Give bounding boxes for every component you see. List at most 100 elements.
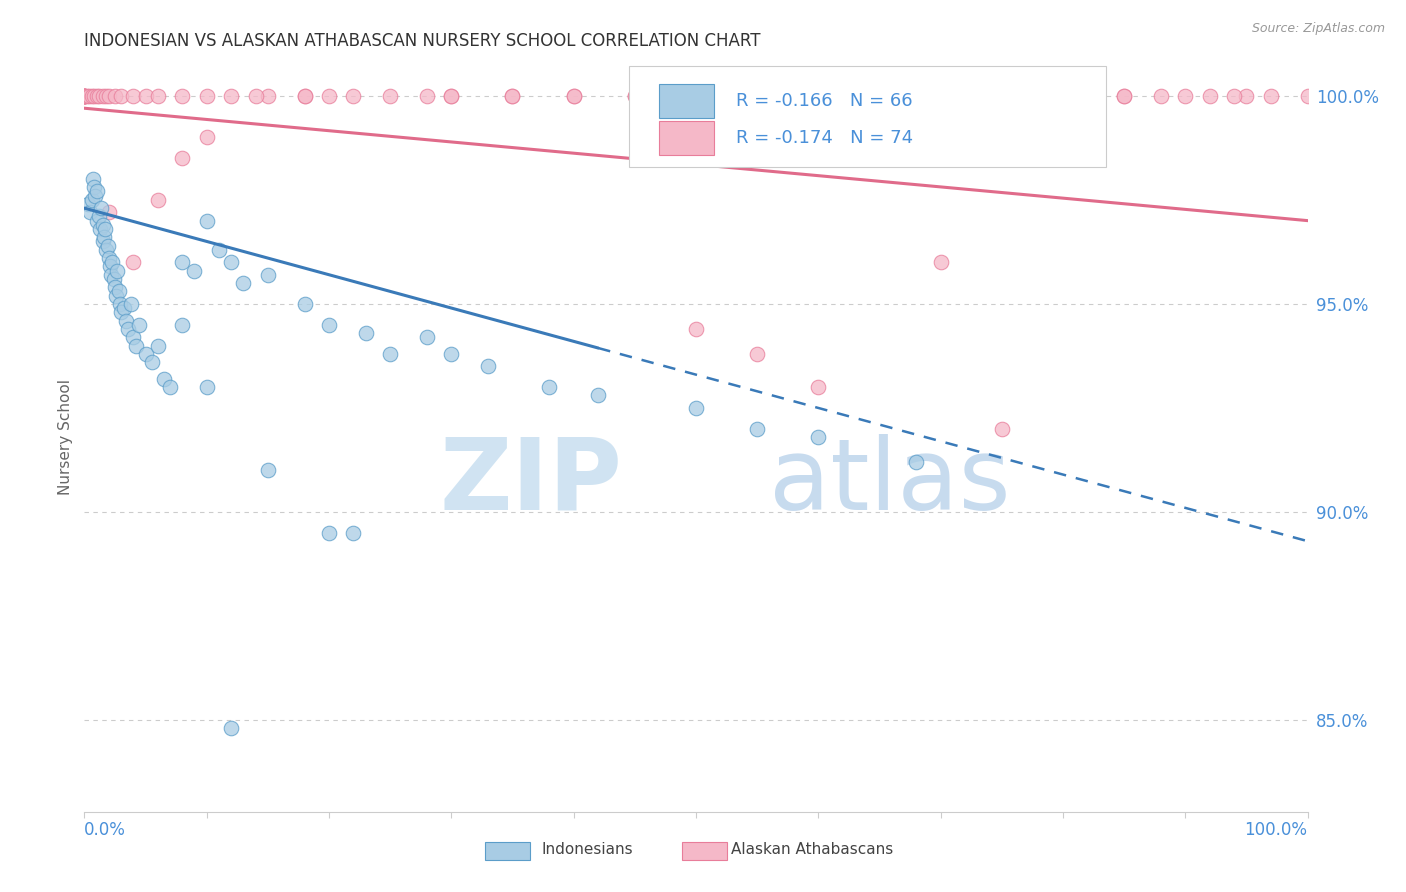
- Point: [73, 88, 96, 103]
- Point: [440, 88, 463, 103]
- Point: [91, 218, 114, 232]
- Point: [586, 388, 609, 402]
- Point: [219, 88, 242, 103]
- Point: [73, 88, 96, 103]
- Text: Indonesians: Indonesians: [541, 842, 633, 856]
- FancyBboxPatch shape: [659, 85, 714, 118]
- Point: [502, 88, 524, 103]
- Point: [440, 88, 463, 103]
- Point: [195, 88, 218, 103]
- Point: [153, 372, 176, 386]
- Point: [219, 255, 242, 269]
- Point: [318, 88, 340, 103]
- Point: [685, 322, 707, 336]
- Point: [1052, 88, 1074, 103]
- Point: [82, 172, 104, 186]
- Point: [97, 238, 120, 252]
- Point: [953, 88, 976, 103]
- Point: [354, 326, 377, 340]
- Point: [929, 88, 952, 103]
- Point: [869, 88, 891, 103]
- Point: [195, 380, 218, 394]
- Point: [73, 88, 96, 103]
- Point: [76, 88, 98, 103]
- Point: [318, 318, 340, 332]
- Point: [195, 213, 218, 227]
- Point: [122, 330, 145, 344]
- Point: [477, 359, 499, 374]
- Point: [807, 88, 830, 103]
- Text: Alaskan Athabascans: Alaskan Athabascans: [731, 842, 893, 856]
- Point: [73, 88, 96, 103]
- Point: [1223, 88, 1246, 103]
- Point: [73, 88, 96, 103]
- Point: [112, 301, 135, 315]
- Point: [208, 243, 231, 257]
- Point: [1260, 88, 1282, 103]
- Point: [1150, 88, 1173, 103]
- Point: [416, 88, 439, 103]
- Point: [747, 88, 769, 103]
- Point: [86, 213, 108, 227]
- Point: [79, 205, 101, 219]
- Point: [1174, 88, 1197, 103]
- Point: [73, 88, 96, 103]
- Point: [84, 188, 107, 202]
- Y-axis label: Nursery School: Nursery School: [58, 379, 73, 495]
- Point: [991, 88, 1014, 103]
- Point: [172, 255, 194, 269]
- Text: atlas: atlas: [769, 434, 1011, 531]
- Point: [97, 205, 120, 219]
- Point: [105, 263, 128, 277]
- Point: [257, 463, 280, 477]
- Point: [747, 88, 769, 103]
- Point: [172, 151, 194, 165]
- Point: [146, 338, 169, 352]
- Point: [257, 268, 280, 282]
- Point: [538, 380, 561, 394]
- Point: [183, 263, 205, 277]
- Point: [86, 185, 108, 199]
- Point: [80, 193, 103, 207]
- FancyBboxPatch shape: [659, 121, 714, 155]
- Text: R = -0.166   N = 66: R = -0.166 N = 66: [737, 92, 912, 111]
- Point: [104, 88, 127, 103]
- Point: [80, 88, 103, 103]
- Point: [195, 130, 218, 145]
- Point: [1296, 88, 1319, 103]
- Point: [128, 318, 150, 332]
- Point: [108, 297, 131, 311]
- Point: [685, 88, 707, 103]
- Point: [747, 422, 769, 436]
- Point: [103, 272, 125, 286]
- Text: R = -0.174   N = 74: R = -0.174 N = 74: [737, 129, 914, 147]
- Point: [807, 88, 830, 103]
- Point: [562, 88, 585, 103]
- Point: [115, 313, 138, 327]
- Point: [83, 180, 105, 194]
- Point: [172, 318, 194, 332]
- Point: [807, 380, 830, 394]
- Point: [807, 430, 830, 444]
- Point: [219, 722, 242, 736]
- Point: [318, 525, 340, 540]
- Point: [1114, 88, 1136, 103]
- Point: [562, 88, 585, 103]
- Point: [96, 88, 118, 103]
- Point: [905, 88, 928, 103]
- Point: [1052, 88, 1074, 103]
- Point: [96, 243, 118, 257]
- Point: [502, 88, 524, 103]
- Point: [135, 88, 157, 103]
- Point: [146, 193, 169, 207]
- Point: [991, 422, 1014, 436]
- Point: [89, 222, 111, 236]
- Point: [905, 455, 928, 469]
- Point: [125, 338, 148, 352]
- Point: [91, 235, 114, 249]
- FancyBboxPatch shape: [628, 66, 1105, 168]
- Point: [159, 380, 181, 394]
- Point: [747, 347, 769, 361]
- Text: 100.0%: 100.0%: [1244, 821, 1308, 838]
- Point: [141, 355, 163, 369]
